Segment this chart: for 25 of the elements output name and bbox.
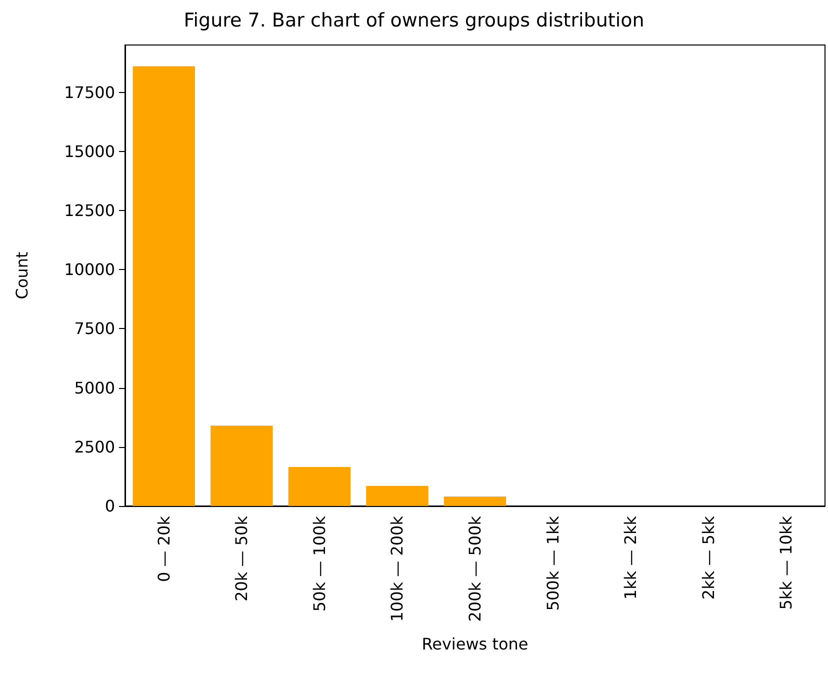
- bar: [288, 466, 351, 506]
- y-tick-label: 2500: [74, 437, 115, 456]
- y-tick-label: 5000: [74, 378, 115, 398]
- y-tick-label: 10000: [64, 260, 115, 280]
- x-tick-label: 20k — 50k: [232, 515, 252, 602]
- bar: [444, 496, 506, 506]
- y-tick-label: 17500: [64, 82, 115, 102]
- x-tick-label: 200k — 500k: [466, 515, 484, 622]
- x-tick-label: 2kk — 5kk: [698, 515, 718, 600]
- y-tick-label: 12500: [64, 200, 115, 220]
- x-axis-title: Reviews tone: [422, 634, 528, 654]
- x-tick-label: 50k — 100k: [310, 515, 329, 612]
- x-tick-label: 500k — 1kk: [543, 515, 562, 611]
- y-tick-label: 15000: [64, 142, 115, 161]
- bar: [366, 486, 428, 506]
- bar: [132, 66, 195, 506]
- x-tick-label: 0 — 20k: [154, 515, 174, 582]
- y-axis-title: Count: [12, 252, 32, 300]
- chart-title: Figure 7. Bar chart of owners groups distribution: [184, 10, 644, 32]
- y-tick-label: 0: [104, 496, 115, 516]
- x-tick-label: 5kk — 10kk: [776, 515, 796, 610]
- x-tick-label: 100k — 200k: [388, 515, 407, 622]
- y-tick-label: 7500: [74, 319, 115, 338]
- bar: [210, 426, 273, 506]
- x-tick-label: 1kk — 2kk: [621, 515, 640, 600]
